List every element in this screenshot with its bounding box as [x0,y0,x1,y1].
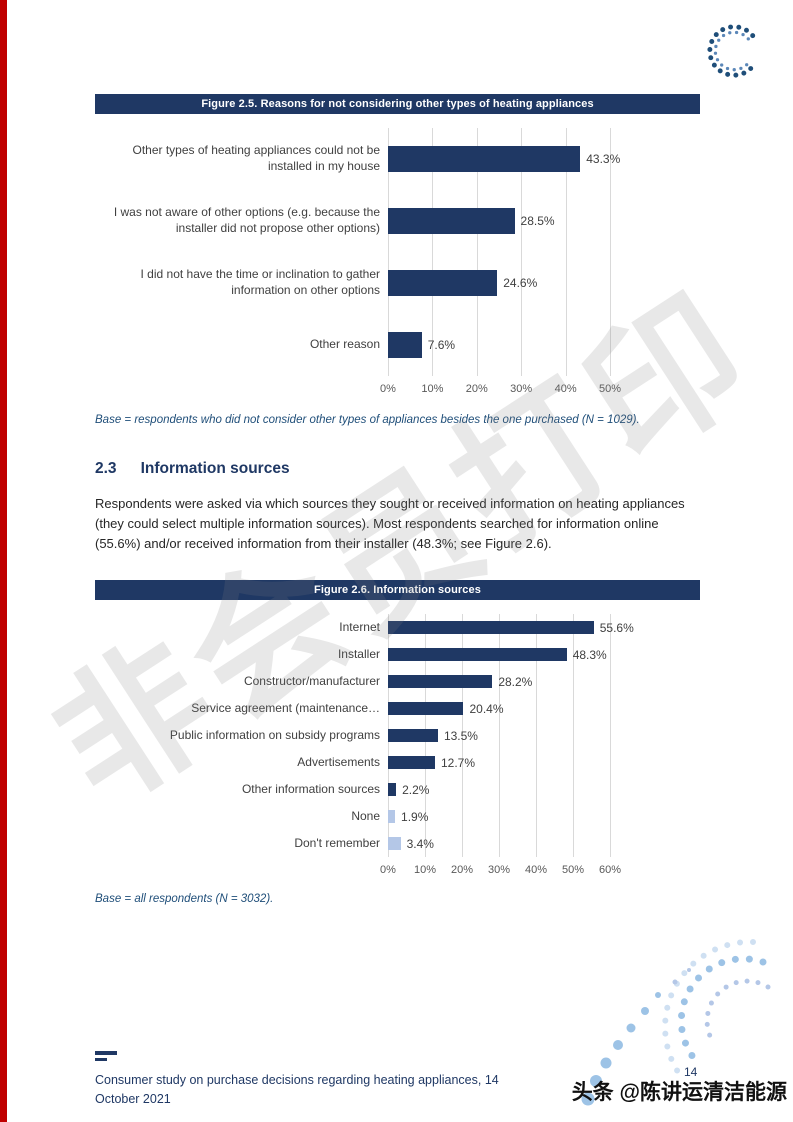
axis-tick-label: 40% [524,864,547,877]
axis-spacer [95,383,380,398]
bar [388,837,401,851]
x-axis: 0% 10% 20% 30% 40% 50% 60% [95,864,700,879]
gridline [476,128,478,376]
axis-tick-label: 10% [421,383,444,395]
figure-2-6-header: Figure 2.6. Information sources [95,580,700,601]
category-label: Public information on subsidy programs [169,728,380,743]
bar-value-label: 7.6% [427,338,456,352]
category-label: Other information sources [241,782,380,797]
bar [388,270,498,296]
page-content: Figure 2.5. Reasons for not considering … [95,0,700,905]
bar-value-label: 2.2% [402,782,430,797]
category-labels-column: Other types of heating appliances could … [95,128,380,376]
bar-value-label: 55.6% [599,620,634,635]
axis-tick-label: 30% [510,383,533,395]
bar-value-label: 3.4% [406,836,434,851]
figure-2-5-base-note: Base = respondents who did not consider … [95,414,640,426]
axis-ticks: 0% 10% 20% 30% 40% 50% 60% [380,864,621,879]
bar [388,702,464,716]
plot-area: 43.3% 28.5% 24.6% 7.6% [388,128,620,376]
bar [388,146,581,172]
axis-ticks: 0% 10% 20% 30% 40% 50% [380,383,621,398]
bar-value-label: 48.3% [572,647,607,662]
gridline [573,614,574,858]
axis-tick-label: 50% [598,383,622,395]
footer-logo-bar [95,1058,107,1061]
axis-tick-label: 10% [413,864,436,877]
category-label: Installer [337,647,380,662]
category-label: Other reason [309,337,380,352]
footer-logo-mark [95,1051,117,1061]
gridline [610,128,611,376]
gridline [432,128,434,376]
bar-value-label: 28.5% [520,214,555,228]
toutiao-credit-watermark: 头条 @陈讲运清洁能源 [571,1081,787,1104]
gridline [521,128,523,376]
bar [388,208,515,234]
page-number: 14 [684,1065,698,1079]
category-label: I did not have the time or inclination t… [140,267,380,297]
bar [388,783,397,797]
axis-tick-label: 0% [380,383,396,395]
axis-tick-label: 20% [465,383,488,395]
gridline [565,128,567,376]
bar-value-label: 43.3% [586,152,621,166]
gridline [535,614,537,858]
bar [388,756,435,770]
category-label: Internet [339,620,380,635]
axis-tick-label: 60% [598,864,622,877]
section-paragraph: Respondents were asked via which sources… [95,496,685,552]
gridline [610,614,611,858]
category-label: Service agreement (maintenance… [191,701,380,716]
axis-tick-label: 40% [554,383,577,395]
footer-line1: Consumer study on purchase decisions reg… [95,1073,499,1087]
left-red-strip [0,0,7,1122]
dotted-c-logo-icon [701,18,767,84]
x-axis: 0% 10% 20% 30% 40% 50% [95,383,700,398]
bar [388,621,594,635]
figure-2-6-chart: Internet Installer Constructor/manufacture… [95,614,700,879]
section-heading: 2.3 Information sources [95,460,700,478]
bar-value-label: 12.7% [440,755,476,770]
category-label: Other types of heating appliances could … [132,143,381,173]
footer-text: Consumer study on purchase decisions reg… [95,1071,555,1110]
category-label: Advertisements [297,755,380,770]
bar-value-label: 20.4% [469,701,504,716]
footer-line2: October 2021 [95,1092,171,1107]
axis-tick-label: 0% [380,864,396,877]
gridline [499,614,500,858]
figure-2-5-header: Figure 2.5. Reasons for not considering … [95,94,700,114]
figure-2-5-chart: Other types of heating appliances could … [95,128,700,398]
bar [388,648,567,662]
bar [388,810,396,824]
category-label: I was not aware of other options (e.g. b… [113,205,380,235]
category-label: None [351,809,380,824]
category-labels-column: Internet Installer Constructor/manufacture… [95,614,380,857]
bar [388,729,438,743]
gridline [388,128,389,376]
chart-body: Other types of heating appliances could … [95,128,700,376]
bar-value-label: 1.9% [401,809,429,824]
axis-tick-label: 50% [561,864,585,877]
category-label: Constructor/manufacturer [243,674,380,689]
bar-value-label: 13.5% [443,728,478,743]
dotted-spiral-decoration [563,937,793,1122]
section-number: 2.3 [95,460,117,477]
plot-area: 55.6% 48.3% 28.2% 20.4% 13.5% 12.7% 2.2% 1.9% 3.… [388,614,634,858]
figure-2-6-base-note: Base = all respondents (N = 3032). [95,893,274,906]
axis-tick-label: 30% [487,864,511,877]
bar [388,332,422,358]
axis-tick-label: 20% [450,864,473,877]
bar-value-label: 24.6% [503,276,538,290]
bar-value-label: 28.2% [498,674,533,689]
axis-spacer [95,864,380,879]
category-label: Don't remember [294,836,380,851]
gridline [461,614,463,858]
section-title: Information sources [140,460,290,477]
chart-body: Internet Installer Constructor/manufacture… [95,614,700,858]
footer-logo-bar [95,1051,117,1055]
bar [388,675,493,689]
